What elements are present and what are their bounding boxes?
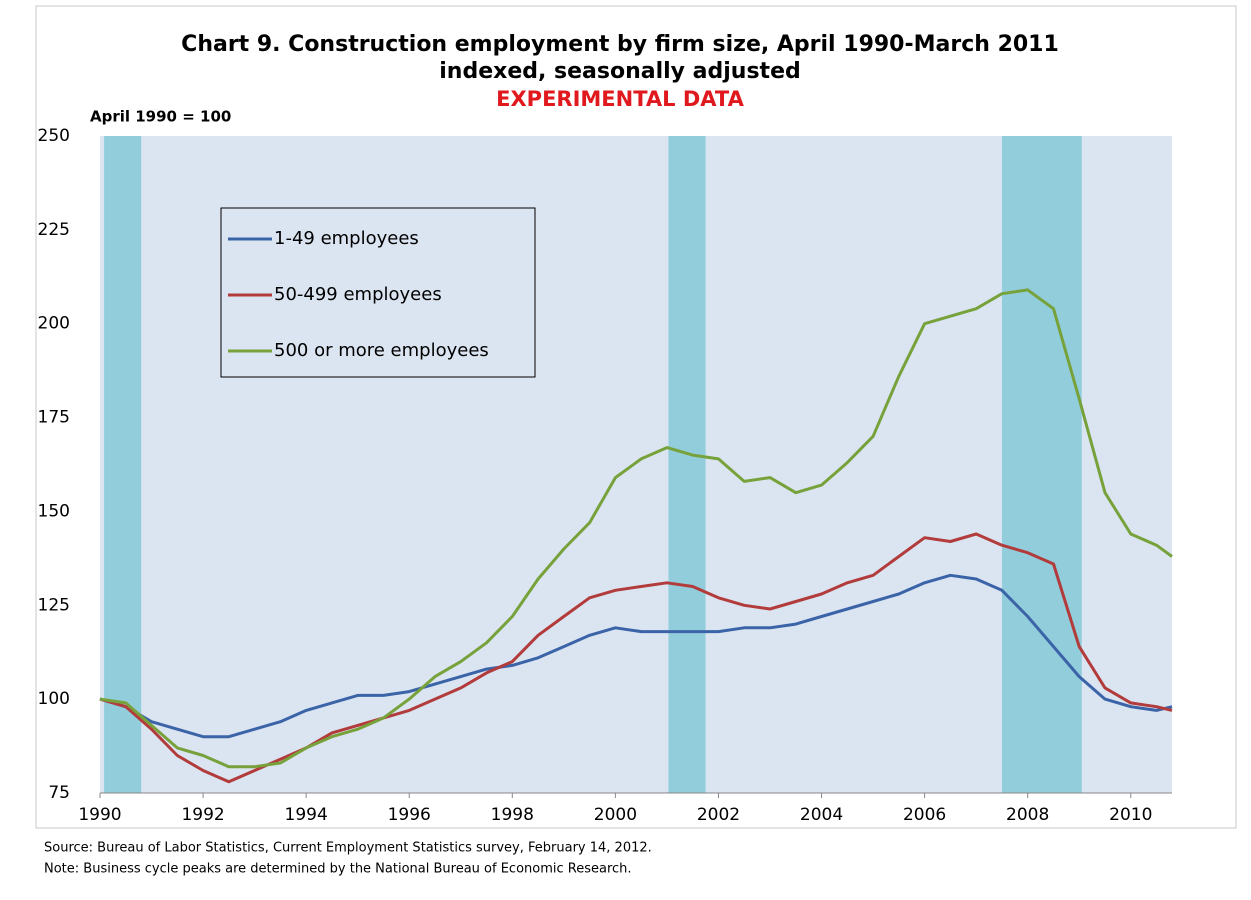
y-tick-label: 100 (38, 689, 70, 709)
note: Note: Business cycle peaks are determine… (44, 862, 632, 877)
x-tick-label: 2006 (903, 805, 946, 825)
series-line (99, 573, 1173, 739)
chart-title: Chart 9. Construction employment by firm… (181, 32, 1059, 57)
recession-band (104, 136, 142, 793)
legend-box (220, 207, 536, 378)
chart-subtitle: indexed, seasonally adjusted (439, 59, 801, 84)
y-tick-label: 225 (38, 220, 70, 240)
y-axis-label: April 1990 = 100 (90, 108, 231, 126)
y-tick-label: 150 (38, 501, 70, 521)
y-tick-label: 75 (48, 783, 70, 803)
x-tick-label: 2004 (800, 805, 843, 825)
y-tick-label: 200 (38, 314, 70, 334)
legend-label: 500 or more employees (274, 340, 489, 361)
annotation: EXPERIMENTAL DATA (496, 87, 744, 111)
x-tick-label: 2002 (697, 805, 740, 825)
legend-label: 1-49 employees (274, 228, 419, 249)
x-tick-label: 2010 (1109, 805, 1152, 825)
x-tick-label: 1996 (388, 805, 431, 825)
recession-band (1001, 136, 1082, 793)
series-line (99, 288, 1173, 769)
legend-label: 50-499 employees (274, 284, 442, 305)
y-tick-label: 175 (38, 408, 70, 428)
y-tick-label: 250 (38, 126, 70, 146)
x-tick-label: 1998 (491, 805, 534, 825)
y-tick-label: 125 (38, 595, 70, 615)
x-tick-label: 2000 (594, 805, 637, 825)
x-tick-label: 1992 (181, 805, 224, 825)
series-line (99, 532, 1173, 784)
source: Source: Bureau of Labor Statistics, Curr… (44, 841, 652, 856)
x-tick-label: 1994 (285, 805, 328, 825)
x-tick-label: 1990 (78, 805, 121, 825)
x-tick-label: 2008 (1006, 805, 1049, 825)
recession-band (668, 136, 706, 793)
